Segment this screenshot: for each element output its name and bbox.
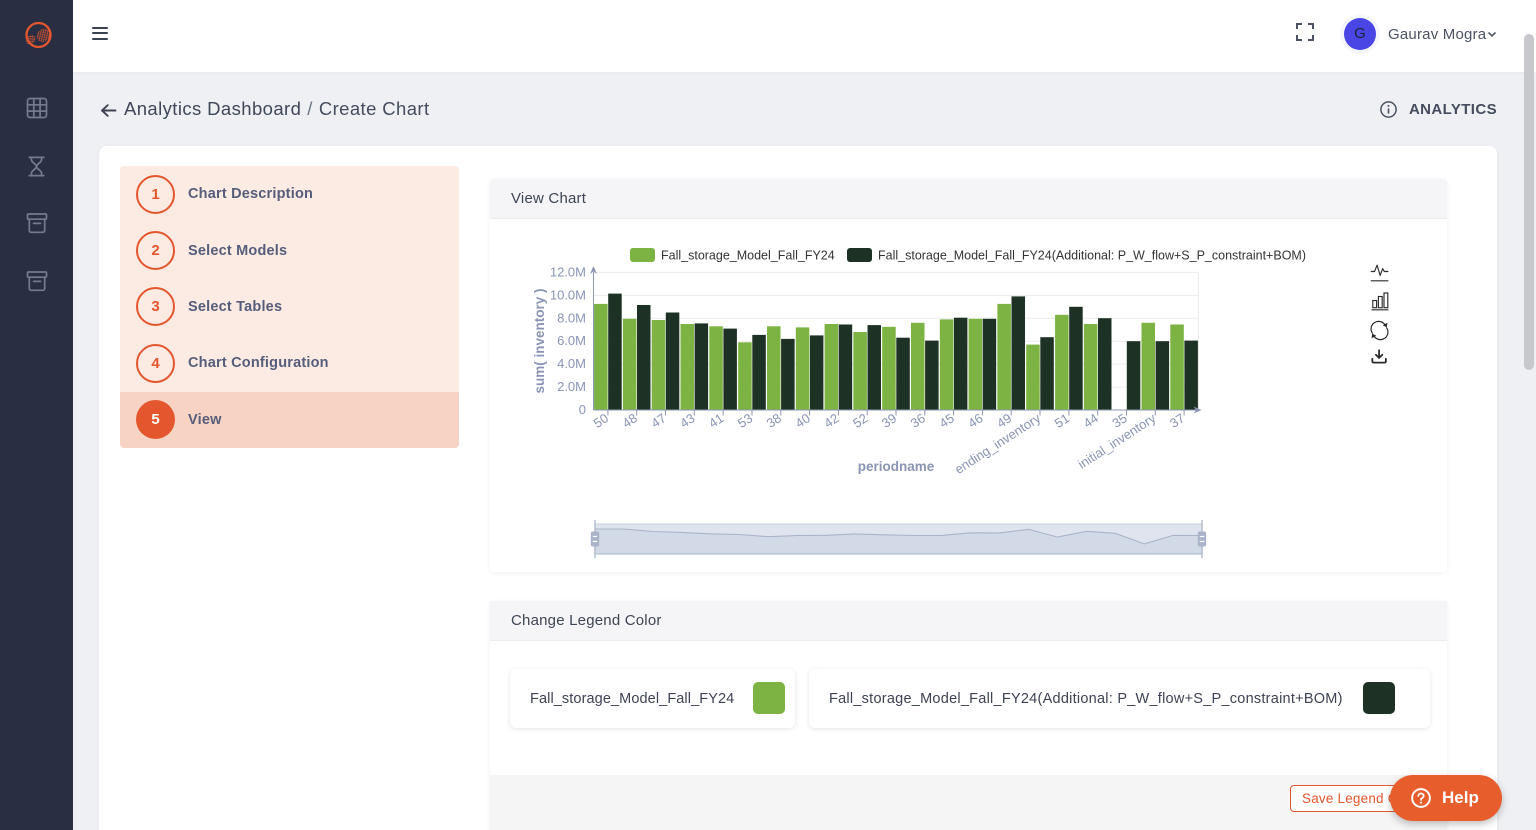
svg-text:53: 53 (735, 410, 755, 430)
svg-text:40: 40 (792, 410, 812, 430)
svg-text:38: 38 (764, 410, 784, 430)
svg-text:43: 43 (677, 410, 697, 430)
svg-text:0: 0 (579, 402, 586, 417)
svg-text:periodname: periodname (858, 459, 935, 474)
svg-text:45: 45 (936, 410, 956, 430)
svg-text:49: 49 (994, 410, 1014, 430)
svg-text:37: 37 (1167, 410, 1187, 430)
svg-text:42: 42 (821, 410, 841, 430)
svg-text:10.0M: 10.0M (550, 287, 586, 302)
svg-text:sum( inventory ): sum( inventory ) (532, 288, 547, 393)
svg-text:35: 35 (1109, 410, 1129, 430)
svg-text:41: 41 (706, 410, 726, 430)
svg-text:52: 52 (850, 410, 870, 430)
svg-text:Fall_storage_Model_Fall_FY24: Fall_storage_Model_Fall_FY24 (661, 249, 835, 263)
svg-text:51: 51 (1052, 410, 1072, 430)
svg-text:47: 47 (648, 410, 668, 430)
svg-text:50: 50 (591, 410, 611, 430)
svg-text:6.0M: 6.0M (557, 333, 586, 348)
svg-text:12.0M: 12.0M (550, 264, 586, 279)
svg-text:2.0M: 2.0M (557, 379, 586, 394)
svg-text:46: 46 (965, 410, 985, 430)
svg-text:36: 36 (908, 410, 928, 430)
svg-text:48: 48 (620, 410, 640, 430)
svg-text:4.0M: 4.0M (557, 356, 586, 371)
svg-text:8.0M: 8.0M (557, 310, 586, 325)
svg-text:Fall_storage_Model_Fall_FY24(A: Fall_storage_Model_Fall_FY24(Additional:… (878, 249, 1306, 263)
svg-text:44: 44 (1081, 410, 1101, 430)
svg-text:39: 39 (879, 410, 899, 430)
